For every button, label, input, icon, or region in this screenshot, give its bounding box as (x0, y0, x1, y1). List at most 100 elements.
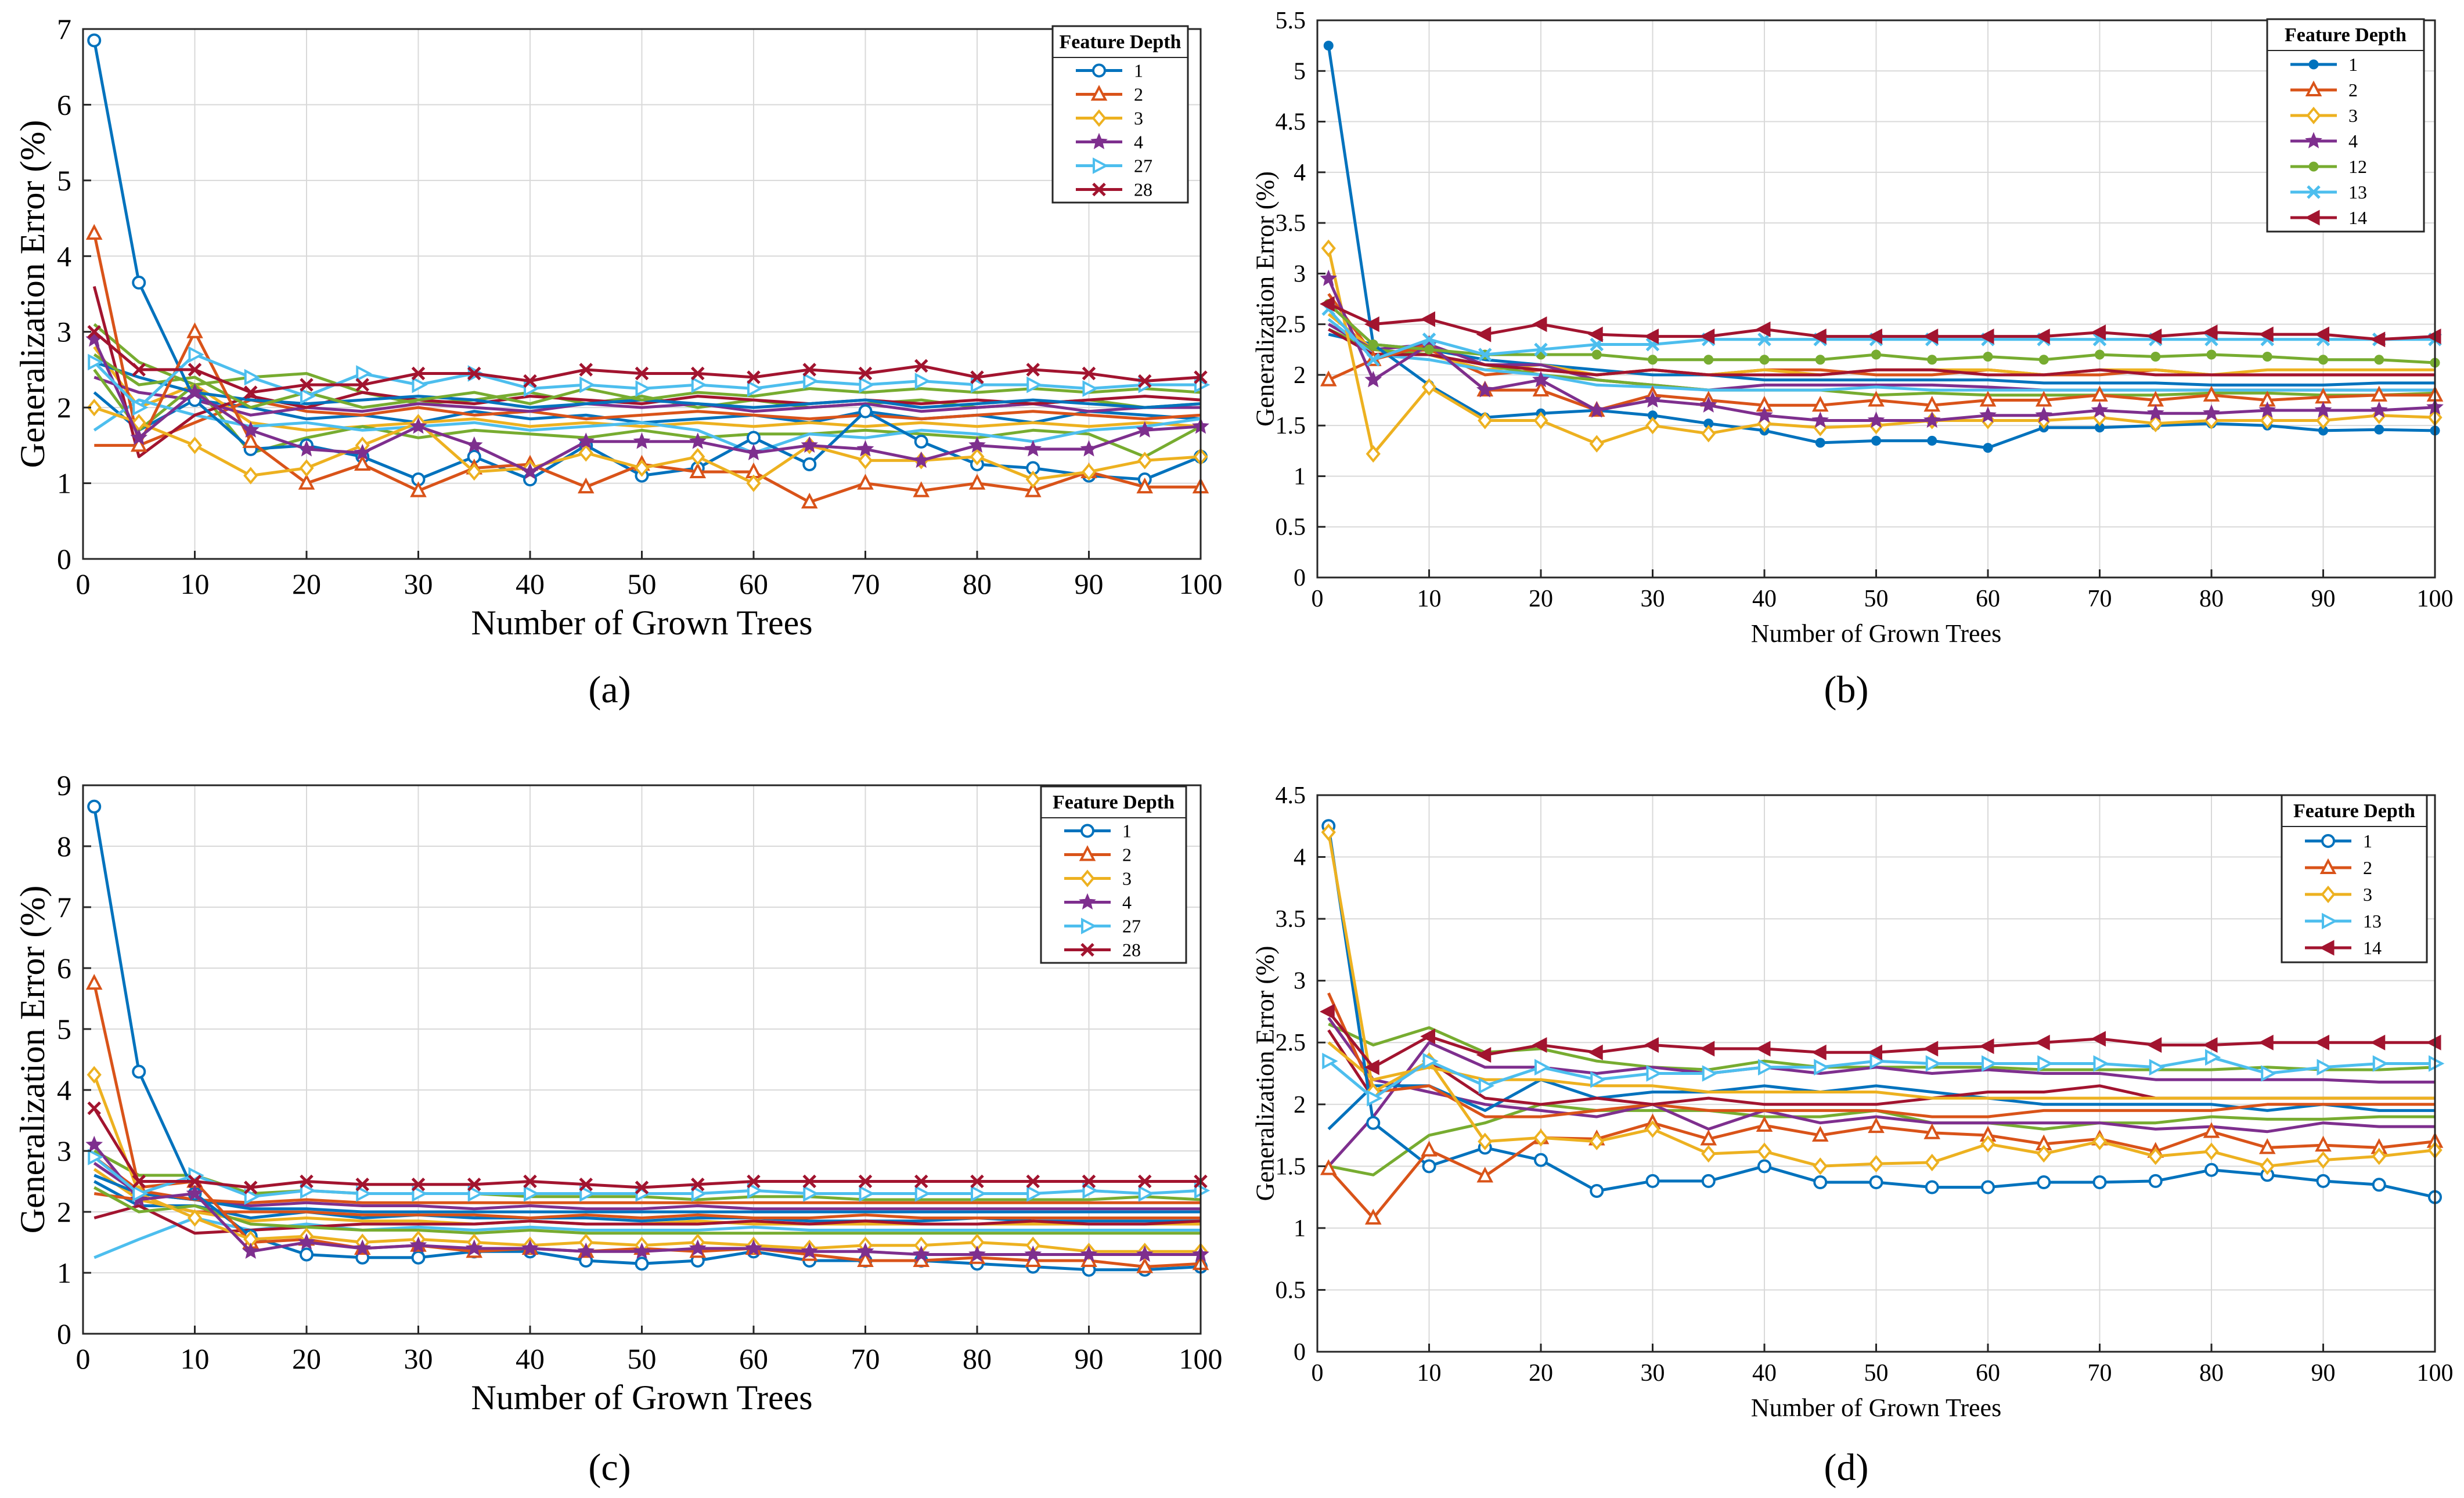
y-tick-label: 2.5 (1276, 312, 1306, 338)
data-point-13 (1702, 1065, 1719, 1082)
data-point-1 (1323, 41, 1334, 51)
data-point-28 (188, 363, 202, 377)
y-tick-label: 2 (1294, 362, 1306, 389)
y-tick-label: 6 (57, 88, 71, 121)
data-point-3 (2372, 1147, 2387, 1165)
data-point-4 (409, 417, 427, 434)
data-point-27 (88, 353, 104, 371)
data-point-4 (968, 436, 986, 453)
data-point-2 (298, 474, 315, 490)
x-tick-label: 0 (1312, 586, 1324, 612)
data-point-27 (356, 1185, 372, 1202)
data-point-2 (2371, 385, 2388, 402)
data-point-3 (1025, 470, 1040, 489)
data-point-14 (1320, 1004, 1335, 1020)
legend-marker-1 (1092, 63, 1106, 78)
data-point-13 (1478, 348, 1492, 362)
legend-marker-1 (2321, 834, 2335, 848)
data-point-28 (243, 385, 258, 399)
data-point-28 (1082, 366, 1096, 381)
data-point-1 (1925, 1180, 1939, 1194)
data-point-12 (1703, 355, 1714, 365)
y-tick-label: 1 (1294, 1215, 1306, 1242)
data-point-12 (2150, 351, 2161, 362)
legend-marker-3 (2306, 106, 2321, 125)
data-point-4 (521, 463, 539, 479)
data-point-3 (1925, 1153, 1940, 1172)
data-point-14 (1811, 329, 1827, 345)
x-tick-label: 100 (2417, 1360, 2454, 1387)
y-tick-label: 1.5 (1276, 413, 1306, 439)
series-line-extra-4 (1327, 1017, 2435, 1134)
data-point-4 (130, 428, 148, 445)
data-point-28 (858, 366, 873, 381)
data-point-28 (690, 1177, 705, 1192)
series-line-extra-10 (93, 1156, 1201, 1204)
data-point-1 (635, 1257, 649, 1271)
data-point-28 (579, 1177, 593, 1192)
data-point-28 (411, 366, 426, 381)
data-point-4 (2146, 404, 2164, 421)
series-line-extra-10 (93, 353, 1201, 409)
x-tick-label: 20 (292, 568, 321, 600)
data-point-28 (300, 378, 314, 392)
legend-title: Feature Depth (2293, 800, 2415, 822)
data-point-3 (1366, 445, 1381, 463)
data-point-2 (1868, 391, 1885, 407)
data-point-1 (1869, 1175, 1883, 1190)
data-point-4 (2258, 401, 2276, 418)
x-tick-label: 80 (963, 568, 992, 600)
data-point-27 (971, 1185, 987, 1202)
legend-label-1: 1 (1122, 821, 1132, 842)
data-point-3 (2036, 1145, 2051, 1163)
x-tick-label: 70 (2088, 1360, 2112, 1387)
data-point-28 (523, 1174, 537, 1189)
data-point-4 (186, 1184, 204, 1201)
x-tick-label: 50 (1864, 586, 1889, 612)
data-point-4 (633, 1242, 651, 1259)
data-point-3 (1813, 1157, 1828, 1175)
data-point-13 (2261, 1065, 2277, 1082)
data-point-12 (2262, 351, 2272, 362)
data-point-2 (689, 462, 707, 479)
data-point-27 (300, 1182, 316, 1199)
data-point-3 (1533, 412, 1548, 429)
panel-label: (a) (588, 669, 631, 711)
data-point-28 (747, 1174, 761, 1189)
y-tick-label: 3 (1294, 261, 1306, 287)
data-point-4 (354, 1239, 372, 1256)
data-point-13 (1534, 342, 1548, 357)
data-point-1 (1815, 438, 1825, 448)
data-point-4 (1136, 421, 1154, 438)
x-tick-label: 30 (404, 1342, 433, 1375)
legend-marker-2 (1079, 845, 1096, 861)
x-tick-label: 90 (1075, 1342, 1104, 1375)
data-point-12 (2095, 349, 2105, 360)
data-point-4 (1811, 411, 1829, 428)
legend-label-14: 14 (2363, 937, 2382, 958)
data-point-1 (300, 1247, 314, 1262)
data-point-28 (914, 359, 928, 373)
data-point-4 (242, 421, 260, 438)
data-point-13 (1422, 333, 1436, 346)
data-point-27 (300, 388, 316, 405)
data-point-2 (1756, 1116, 1773, 1132)
legend-label-3: 3 (1122, 868, 1132, 889)
data-point-28 (243, 1181, 258, 1194)
data-point-4 (577, 432, 595, 449)
panel-label: (c) (588, 1446, 631, 1489)
x-tick-label: 70 (851, 568, 880, 600)
data-point-3 (187, 1209, 203, 1227)
data-point-2 (1024, 481, 1042, 497)
data-point-27 (914, 373, 931, 389)
data-point-27 (747, 1182, 763, 1199)
data-point-13 (1590, 1071, 1606, 1088)
data-point-1 (747, 431, 761, 445)
y-axis-label: Generalization Error (%) (1251, 171, 1279, 427)
x-tick-label: 100 (1179, 1342, 1223, 1375)
legend-label-1: 1 (2348, 54, 2358, 75)
y-tick-label: 0 (57, 543, 71, 575)
data-point-1 (2316, 1174, 2330, 1188)
y-tick-label: 1 (57, 1257, 71, 1289)
legend-box (1040, 785, 1187, 964)
